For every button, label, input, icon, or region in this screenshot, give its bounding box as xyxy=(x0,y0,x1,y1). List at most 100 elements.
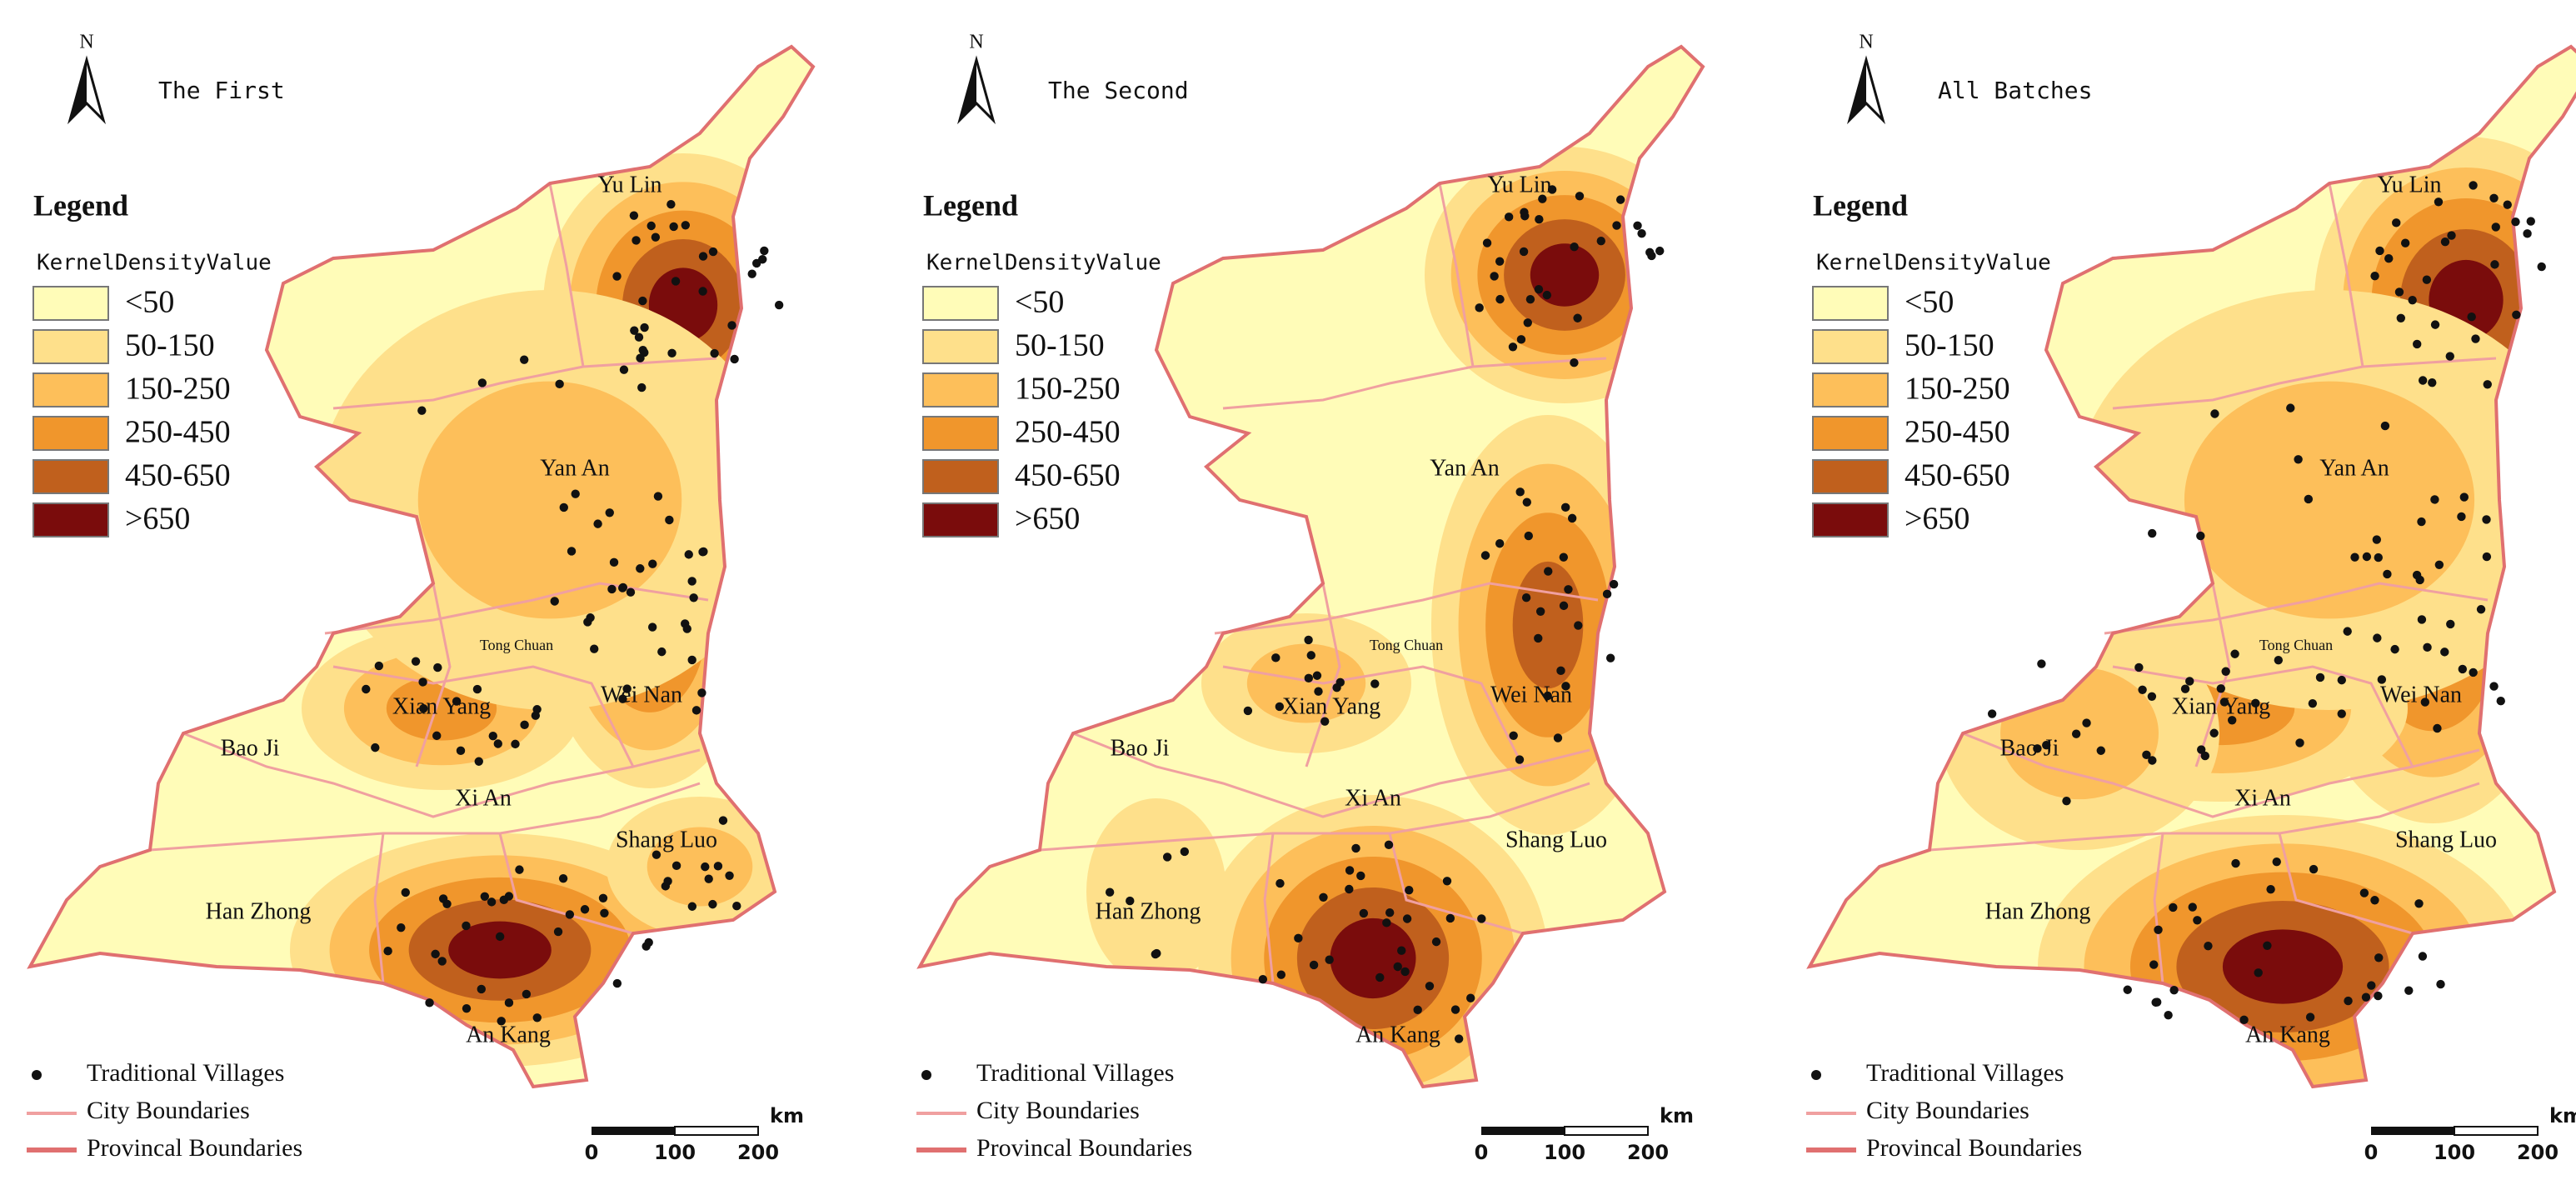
village-point xyxy=(657,647,666,657)
city-label: Han Zhong xyxy=(1985,898,2091,924)
city-boundary xyxy=(373,832,385,984)
village-point xyxy=(2523,229,2532,238)
village-point xyxy=(1602,589,1612,599)
village-point xyxy=(462,1003,472,1013)
village-point xyxy=(1442,877,1452,886)
legend-title: Legend xyxy=(923,188,1018,222)
village-point xyxy=(1356,871,1365,881)
village-point xyxy=(580,905,590,914)
village-point xyxy=(2374,953,2384,962)
city-label: Wei Nan xyxy=(1490,682,1572,708)
legend-class-label: 50-150 xyxy=(1015,328,1105,363)
village-point xyxy=(2274,655,2284,665)
village-point xyxy=(2433,723,2442,733)
village-point xyxy=(1276,878,1285,888)
city-boundary xyxy=(332,357,717,410)
village-point xyxy=(2251,698,2260,708)
village-point xyxy=(2384,254,2394,263)
village-point xyxy=(1520,208,1529,217)
village-point xyxy=(600,908,609,918)
village-point xyxy=(383,947,392,956)
village-point xyxy=(417,406,427,415)
village-point xyxy=(2337,675,2346,685)
city-boundary xyxy=(2328,182,2364,368)
village-point xyxy=(607,584,617,594)
village-point xyxy=(2430,320,2440,329)
village-point xyxy=(2417,615,2427,624)
density-zone xyxy=(448,921,552,979)
village-point xyxy=(747,269,756,278)
village-point xyxy=(2196,531,2205,541)
village-point xyxy=(586,613,595,622)
village-point xyxy=(362,684,371,694)
village-point xyxy=(2380,421,2390,431)
city-label: Tong Chuan xyxy=(1370,637,1443,653)
village-point xyxy=(2374,991,2383,1001)
scale-unit: km xyxy=(1660,1104,1694,1128)
village-point xyxy=(2392,218,2401,228)
village-point xyxy=(1276,970,1286,979)
village-point xyxy=(1561,682,1570,691)
village-point xyxy=(1304,635,1313,645)
village-point xyxy=(1615,195,1625,204)
village-point xyxy=(691,706,701,715)
village-point xyxy=(432,731,442,741)
village-point xyxy=(1309,960,1319,970)
legend-title: Legend xyxy=(1813,188,1908,222)
city-label: Xian Yang xyxy=(2172,693,2270,719)
village-point xyxy=(1402,914,1412,923)
village-point xyxy=(2526,217,2535,226)
village-point xyxy=(1294,933,1303,943)
village-point xyxy=(1393,962,1402,972)
village-point xyxy=(488,731,497,741)
village-point xyxy=(2305,1012,2315,1022)
village-point xyxy=(687,577,696,586)
village-point xyxy=(1556,666,1565,676)
village-point xyxy=(499,895,509,905)
village-point xyxy=(1482,238,1492,248)
village-point xyxy=(1519,247,1529,257)
legend-swatch xyxy=(32,372,109,408)
legend-subtitle: KernelDensityValue xyxy=(926,251,1161,276)
village-point xyxy=(2254,968,2263,978)
legend-class-label: >650 xyxy=(1905,502,1969,537)
legend-item-label: City Boundaries xyxy=(976,1097,1140,1124)
village-point xyxy=(2375,246,2384,256)
village-point xyxy=(1475,303,1484,312)
village-point xyxy=(462,921,471,931)
village-point xyxy=(2219,698,2229,707)
village-point xyxy=(2227,716,2237,725)
village-point xyxy=(474,757,483,766)
city-boundary xyxy=(1222,357,1607,410)
village-point xyxy=(636,564,645,573)
village-point xyxy=(1516,335,1526,344)
village-point xyxy=(1413,1005,1422,1015)
village-point xyxy=(2420,698,2430,707)
city-boundary xyxy=(1072,732,1524,818)
village-point xyxy=(2372,535,2382,544)
village-point xyxy=(1319,892,1328,902)
city-label: Han Zhong xyxy=(1096,898,1201,924)
village-point xyxy=(665,515,674,525)
scale-bar xyxy=(2454,1126,2539,1136)
legend-subtitle: KernelDensityValue xyxy=(1816,251,2051,276)
village-point xyxy=(1612,221,1621,230)
village-point xyxy=(487,898,497,907)
village-point xyxy=(2417,517,2426,527)
legend-class-label: 450-650 xyxy=(125,458,231,493)
village-point xyxy=(1605,653,1615,662)
legend-swatch xyxy=(32,286,109,321)
legend-class-label: 150-250 xyxy=(125,372,231,407)
village-point xyxy=(2404,986,2414,995)
village-point xyxy=(671,277,681,286)
village-point xyxy=(2445,352,2454,361)
village-point xyxy=(2138,685,2147,695)
scale-bar xyxy=(592,1127,675,1135)
village-point xyxy=(1522,498,1531,507)
city-label: Yan An xyxy=(540,455,610,481)
village-point xyxy=(2148,756,2157,765)
village-point xyxy=(493,739,502,748)
legend-class-label: 250-450 xyxy=(125,415,231,450)
village-point xyxy=(2149,960,2159,969)
village-point xyxy=(456,746,466,756)
